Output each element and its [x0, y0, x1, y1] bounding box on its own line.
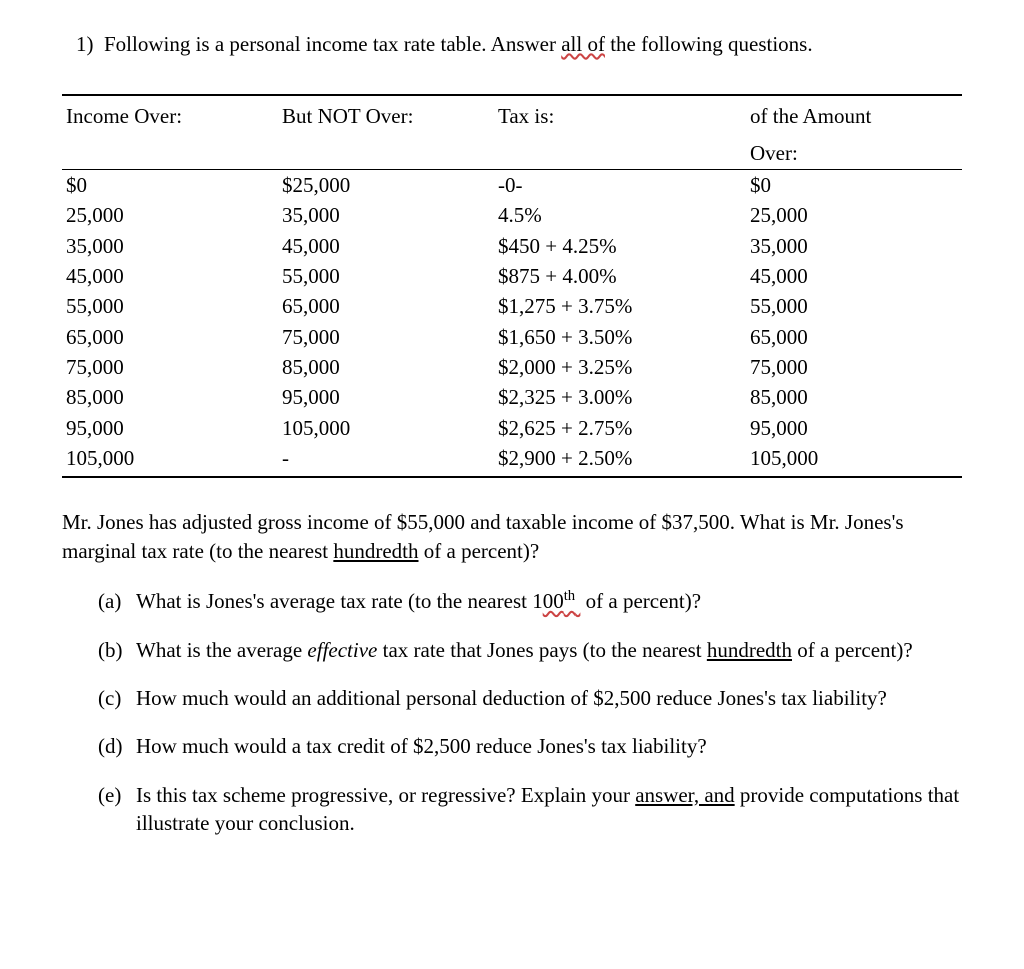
cell: 85,000 — [278, 352, 494, 382]
cell: $2,000 + 3.25% — [494, 352, 746, 382]
tax-table: Income Over: But NOT Over: Tax is: of th… — [62, 94, 962, 478]
cell: $1,275 + 3.75% — [494, 291, 746, 321]
table-row: 85,00095,000$2,325 + 3.00%85,000 — [62, 382, 962, 412]
cell: 105,000 — [746, 443, 962, 477]
qb-t1: What is the average — [136, 638, 307, 662]
th-amount-over: of the Amount — [746, 95, 962, 132]
cell: - — [278, 443, 494, 477]
table-row: 55,00065,000$1,275 + 3.75%55,000 — [62, 291, 962, 321]
qe-t1: Is this tax scheme progressive, or regre… — [136, 783, 635, 807]
cell: $2,325 + 3.00% — [494, 382, 746, 412]
cell: $0 — [62, 170, 278, 201]
context-paragraph: Mr. Jones has adjusted gross income of $… — [62, 508, 962, 565]
cell: $25,000 — [278, 170, 494, 201]
question-c: (c) How much would an additional persona… — [98, 684, 962, 712]
tax-table-body: $0$25,000-0-$0 25,00035,0004.5%25,000 35… — [62, 170, 962, 478]
th-tax-is: Tax is: — [494, 95, 746, 132]
table-row: 105,000-$2,900 + 2.50%105,000 — [62, 443, 962, 477]
question-a: (a) What is Jones's average tax rate (to… — [98, 587, 962, 615]
th-not-over: But NOT Over: — [278, 95, 494, 132]
qd-t1: How much would a tax credit of $2,500 re… — [136, 734, 707, 758]
table-header-row: Income Over: But NOT Over: Tax is: of th… — [62, 95, 962, 132]
qa-supwrap: 00th — [543, 589, 581, 613]
lead-suffix: the following questions. — [605, 32, 813, 56]
marker-a: (a) — [98, 587, 121, 615]
context-t2: of a percent)? — [419, 539, 540, 563]
question-e: (e) Is this tax scheme progressive, or r… — [98, 781, 962, 838]
cell: 105,000 — [278, 413, 494, 443]
cell: 85,000 — [746, 382, 962, 412]
qb-t2: tax rate that Jones pays (to the nearest — [377, 638, 706, 662]
context-u1: hundredth — [333, 539, 418, 563]
qc-t1: How much would an additional personal de… — [136, 686, 887, 710]
qa-sup: th — [564, 588, 575, 604]
qe-u: answer, and — [635, 783, 734, 807]
cell: $2,625 + 2.75% — [494, 413, 746, 443]
lead-underlined: all of — [561, 32, 605, 56]
cell: -0- — [494, 170, 746, 201]
cell: 25,000 — [62, 200, 278, 230]
qa-t1: What is Jones's average tax rate (to the… — [136, 589, 543, 613]
cell: 75,000 — [62, 352, 278, 382]
table-row: 45,00055,000$875 + 4.00%45,000 — [62, 261, 962, 291]
qa-t2: of a percent)? — [580, 589, 701, 613]
cell: 55,000 — [62, 291, 278, 321]
cell: $450 + 4.25% — [494, 231, 746, 261]
cell: 105,000 — [62, 443, 278, 477]
cell: 55,000 — [278, 261, 494, 291]
cell: 65,000 — [62, 322, 278, 352]
cell: 55,000 — [746, 291, 962, 321]
marker-e: (e) — [98, 781, 121, 809]
cell: $2,900 + 2.50% — [494, 443, 746, 477]
th-income-over: Income Over: — [62, 95, 278, 132]
cell: 45,000 — [746, 261, 962, 291]
marker-b: (b) — [98, 636, 123, 664]
cell: $1,650 + 3.50% — [494, 322, 746, 352]
cell: 35,000 — [746, 231, 962, 261]
table-row: 95,000105,000$2,625 + 2.75%95,000 — [62, 413, 962, 443]
table-row: 35,00045,000$450 + 4.25%35,000 — [62, 231, 962, 261]
question-b: (b) What is the average effective tax ra… — [98, 636, 962, 664]
cell: 25,000 — [746, 200, 962, 230]
question-list: (a) What is Jones's average tax rate (to… — [62, 587, 962, 837]
cell: 65,000 — [278, 291, 494, 321]
cell: 95,000 — [62, 413, 278, 443]
cell: 85,000 — [62, 382, 278, 412]
qb-i: effective — [307, 638, 377, 662]
cell: 65,000 — [746, 322, 962, 352]
cell: 95,000 — [746, 413, 962, 443]
table-row: 75,00085,000$2,000 + 3.25%75,000 — [62, 352, 962, 382]
marker-d: (d) — [98, 732, 123, 760]
cell: $875 + 4.00% — [494, 261, 746, 291]
qb-u: hundredth — [707, 638, 792, 662]
table-row: $0$25,000-0-$0 — [62, 170, 962, 201]
table-row: 25,00035,0004.5%25,000 — [62, 200, 962, 230]
lead-prefix: 1) Following is a personal income tax ra… — [76, 32, 561, 56]
th-amount-over-b: Over: — [746, 133, 962, 170]
cell: $0 — [746, 170, 962, 201]
question-d: (d) How much would a tax credit of $2,50… — [98, 732, 962, 760]
table-row: 65,00075,000$1,650 + 3.50%65,000 — [62, 322, 962, 352]
marker-c: (c) — [98, 684, 121, 712]
cell: 75,000 — [746, 352, 962, 382]
cell: 75,000 — [278, 322, 494, 352]
question-lead: 1) Following is a personal income tax ra… — [76, 30, 962, 58]
cell: 35,000 — [62, 231, 278, 261]
qa-suppre: 00 — [543, 589, 564, 613]
cell: 35,000 — [278, 200, 494, 230]
table-header-row-2: Over: — [62, 133, 962, 170]
qb-t3: of a percent)? — [792, 638, 913, 662]
cell: 45,000 — [278, 231, 494, 261]
cell: 45,000 — [62, 261, 278, 291]
cell: 95,000 — [278, 382, 494, 412]
cell: 4.5% — [494, 200, 746, 230]
th-amount-over-a: of the Amount — [750, 104, 871, 128]
